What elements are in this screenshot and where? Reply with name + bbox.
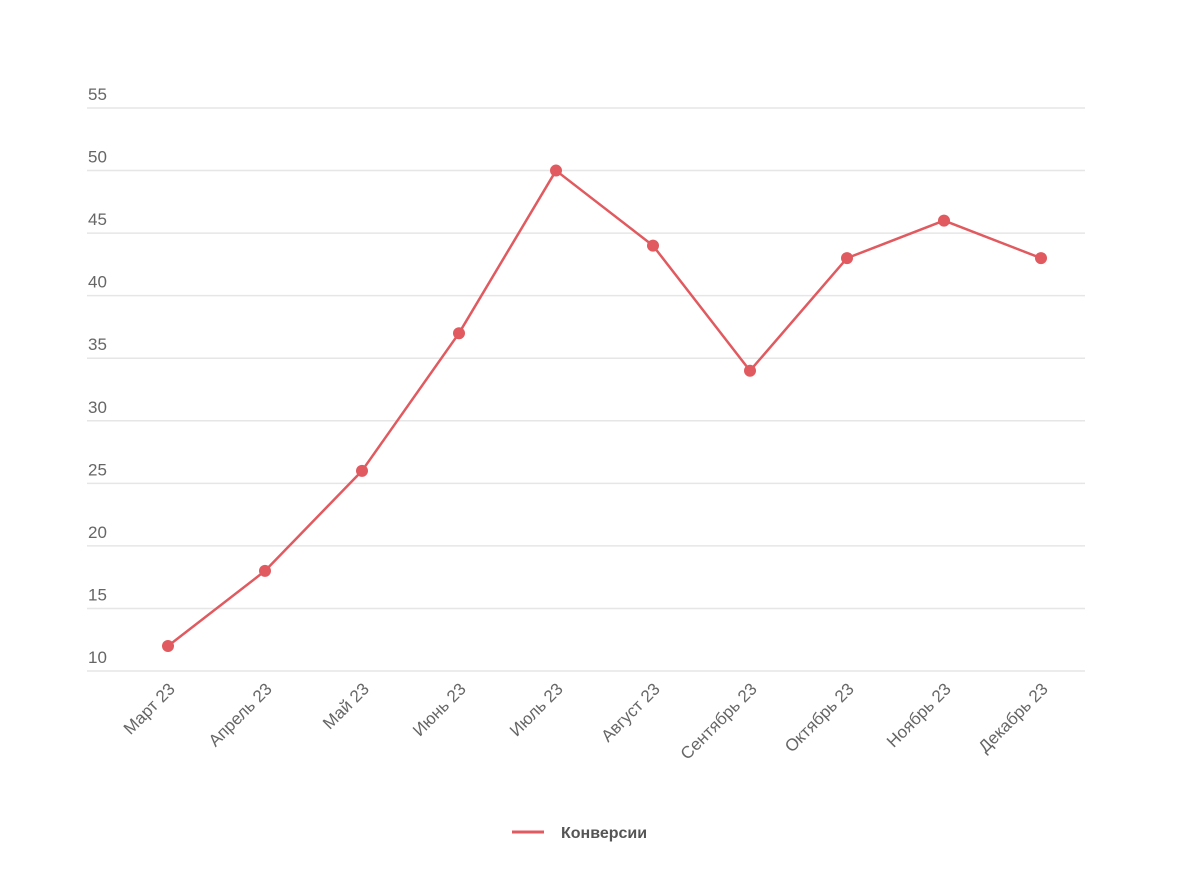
x-tick-label: Сентябрь 23 bbox=[677, 679, 761, 763]
y-tick-label: 20 bbox=[88, 523, 107, 542]
data-point[interactable] bbox=[744, 364, 756, 377]
series-group bbox=[162, 164, 1047, 652]
data-point[interactable] bbox=[453, 327, 465, 340]
data-point[interactable] bbox=[550, 164, 562, 177]
y-tick-label: 50 bbox=[88, 148, 107, 167]
y-tick-label: 30 bbox=[88, 398, 107, 417]
y-axis-ticks: 10 15 20 25 30 35 40 45 50 55 bbox=[88, 85, 107, 667]
x-tick-label: Июль 23 bbox=[506, 679, 567, 740]
legend-label-konversii: Конверсии bbox=[561, 825, 647, 842]
y-tick-label: 15 bbox=[88, 585, 107, 604]
x-tick-label: Май 23 bbox=[319, 679, 373, 733]
data-point[interactable] bbox=[259, 564, 271, 577]
data-point[interactable] bbox=[356, 464, 368, 477]
x-axis-ticks: Март 23 Апрель 23 Май 23 Июнь 23 Июль 23 Авгу… bbox=[120, 679, 1052, 763]
grid-lines bbox=[87, 107, 1085, 672]
x-tick-label: Апрель 23 bbox=[205, 679, 276, 750]
data-point[interactable] bbox=[1035, 252, 1047, 265]
y-tick-label: 35 bbox=[88, 335, 107, 354]
legend[interactable]: Конверсии bbox=[512, 825, 647, 842]
x-tick-label: Март 23 bbox=[120, 679, 179, 738]
data-point[interactable] bbox=[841, 252, 853, 265]
y-tick-label: 55 bbox=[88, 85, 107, 104]
x-tick-label: Октябрь 23 bbox=[781, 679, 858, 756]
data-point[interactable] bbox=[938, 214, 950, 227]
x-tick-label: Август 23 bbox=[597, 679, 663, 745]
y-tick-label: 40 bbox=[88, 273, 107, 292]
y-tick-label: 25 bbox=[88, 460, 107, 479]
series-line bbox=[166, 169, 1043, 648]
x-tick-label: Июнь 23 bbox=[409, 679, 470, 740]
x-tick-label: Ноябрь 23 bbox=[883, 679, 955, 751]
data-point[interactable] bbox=[647, 239, 659, 252]
data-point[interactable] bbox=[162, 639, 174, 652]
y-tick-label: 10 bbox=[88, 648, 107, 667]
x-tick-label: Декабрь 23 bbox=[975, 679, 1052, 756]
y-tick-label: 45 bbox=[88, 210, 107, 229]
